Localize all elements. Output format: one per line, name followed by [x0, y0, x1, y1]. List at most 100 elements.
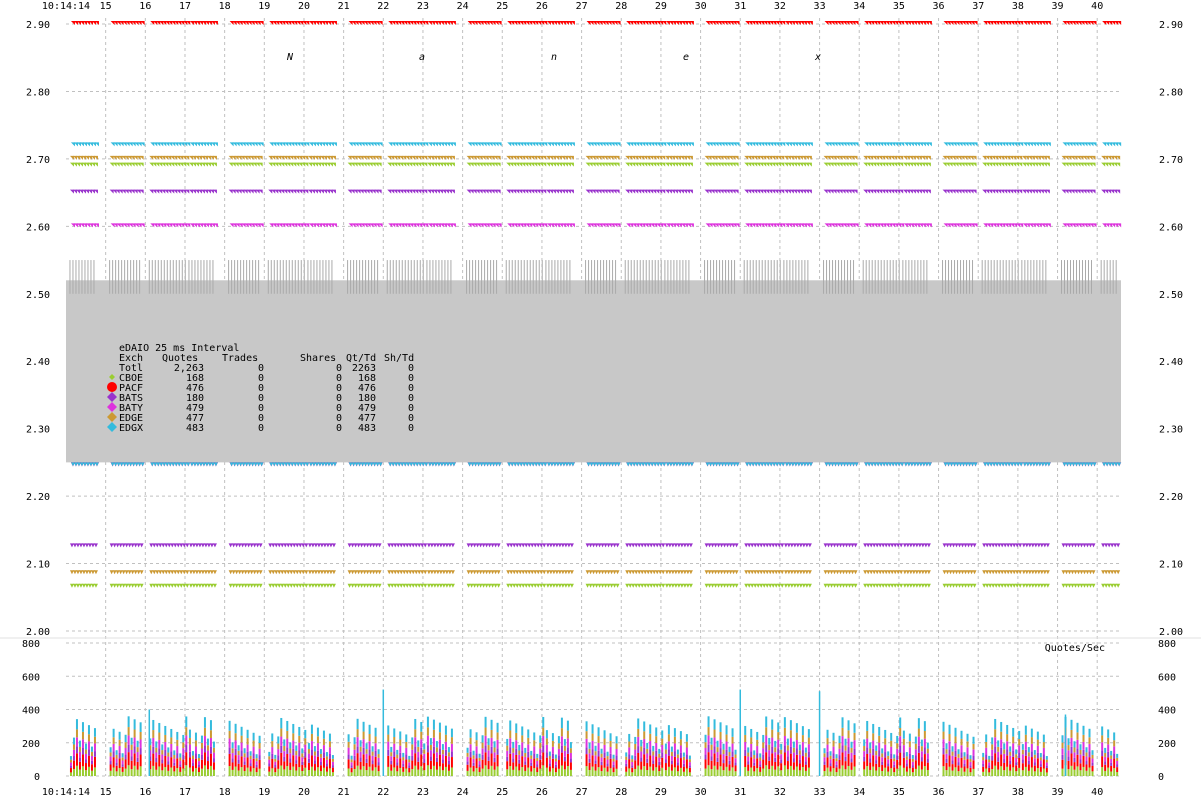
quote-marker	[507, 21, 512, 25]
quote-marker	[995, 142, 1000, 147]
quote-marker	[234, 189, 239, 194]
quote-marker	[1101, 583, 1106, 588]
quote-marker	[426, 543, 431, 548]
rate-bar	[548, 771, 551, 776]
quote-marker	[1073, 162, 1078, 167]
quote-marker	[451, 462, 456, 467]
rate-bar	[557, 743, 560, 749]
rate-bar	[158, 722, 161, 733]
quote-marker	[180, 462, 185, 467]
quote-marker	[878, 543, 883, 548]
rate-bar	[112, 751, 115, 758]
quote-marker	[710, 162, 715, 167]
quote-marker	[366, 223, 371, 228]
rate-bar	[228, 720, 231, 731]
quote-marker	[745, 142, 750, 147]
rate-bar	[371, 755, 374, 761]
quote-marker	[985, 189, 990, 194]
quote-marker	[897, 223, 902, 228]
quote-marker	[473, 223, 478, 228]
rate-bar	[469, 729, 472, 738]
quote-marker	[604, 223, 609, 228]
quote-marker	[673, 570, 678, 575]
rate-bar	[298, 742, 301, 751]
quote-marker	[189, 142, 194, 147]
quote-marker	[847, 189, 852, 194]
quote-marker	[1077, 142, 1082, 147]
quote-marker	[311, 142, 316, 147]
quote-marker	[628, 189, 633, 194]
quote-marker	[982, 155, 987, 160]
quote-marker	[510, 21, 515, 25]
quote-marker	[591, 543, 596, 548]
quote-marker	[115, 189, 120, 194]
quote-marker	[670, 189, 675, 194]
quote-marker	[729, 462, 734, 467]
quote-marker	[1030, 162, 1035, 167]
quote-marker	[973, 223, 978, 228]
rate-bar	[277, 736, 280, 744]
quote-marker	[173, 583, 178, 588]
quote-marker	[350, 155, 355, 160]
quote-marker	[171, 21, 176, 25]
quote-marker	[632, 462, 637, 467]
quote-marker	[884, 583, 889, 588]
quote-marker	[448, 462, 453, 467]
quote-marker	[609, 543, 614, 548]
quote-marker	[1067, 543, 1072, 548]
quote-marker	[753, 570, 758, 575]
quote-marker	[274, 189, 279, 194]
quote-marker	[121, 162, 126, 167]
quote-marker	[1092, 223, 1097, 228]
rate-bar	[631, 755, 634, 760]
quote-marker	[734, 162, 739, 167]
quote-marker	[652, 189, 657, 194]
quote-marker	[958, 142, 963, 147]
quote-marker	[661, 543, 666, 548]
quote-marker	[238, 223, 243, 228]
quote-marker	[533, 189, 538, 194]
quote-marker	[286, 155, 291, 160]
quote-marker	[530, 155, 535, 160]
quote-marker	[174, 21, 179, 25]
quote-marker	[634, 583, 639, 588]
quote-marker	[390, 543, 395, 548]
rate-bar	[536, 757, 539, 761]
quote-marker	[964, 462, 969, 467]
quote-marker	[243, 162, 248, 167]
quote-marker	[646, 162, 651, 167]
quote-marker	[942, 583, 947, 588]
quote-marker	[841, 155, 846, 160]
quote-marker	[432, 162, 437, 167]
quote-marker	[298, 162, 303, 167]
rate-bar	[490, 719, 493, 730]
rate-bar	[509, 747, 512, 754]
quote-marker	[484, 543, 489, 548]
quote-marker	[566, 583, 571, 588]
quote-marker	[204, 462, 209, 467]
quote-marker	[689, 21, 694, 25]
quote-marker	[90, 543, 95, 548]
rate-bar	[524, 752, 527, 757]
quote-marker	[228, 583, 233, 588]
quote-marker	[1030, 570, 1035, 575]
rate-bar	[249, 755, 252, 760]
quote-marker	[753, 155, 758, 160]
rate-bar	[228, 738, 231, 748]
rate-bar	[179, 760, 182, 765]
quote-marker	[192, 223, 197, 228]
rate-bar	[646, 758, 649, 763]
quote-marker	[560, 583, 565, 588]
quote-marker	[534, 21, 539, 25]
quote-marker	[774, 189, 779, 194]
quote-marker	[658, 155, 663, 160]
quote-marker	[554, 155, 559, 160]
rate-bar	[258, 735, 261, 744]
quote-marker	[869, 543, 874, 548]
rate-bar	[286, 753, 289, 767]
rate-bar	[209, 738, 212, 747]
rate-bar	[515, 723, 518, 733]
quote-marker	[127, 543, 132, 548]
quote-marker	[670, 155, 675, 160]
quote-marker	[759, 189, 764, 194]
